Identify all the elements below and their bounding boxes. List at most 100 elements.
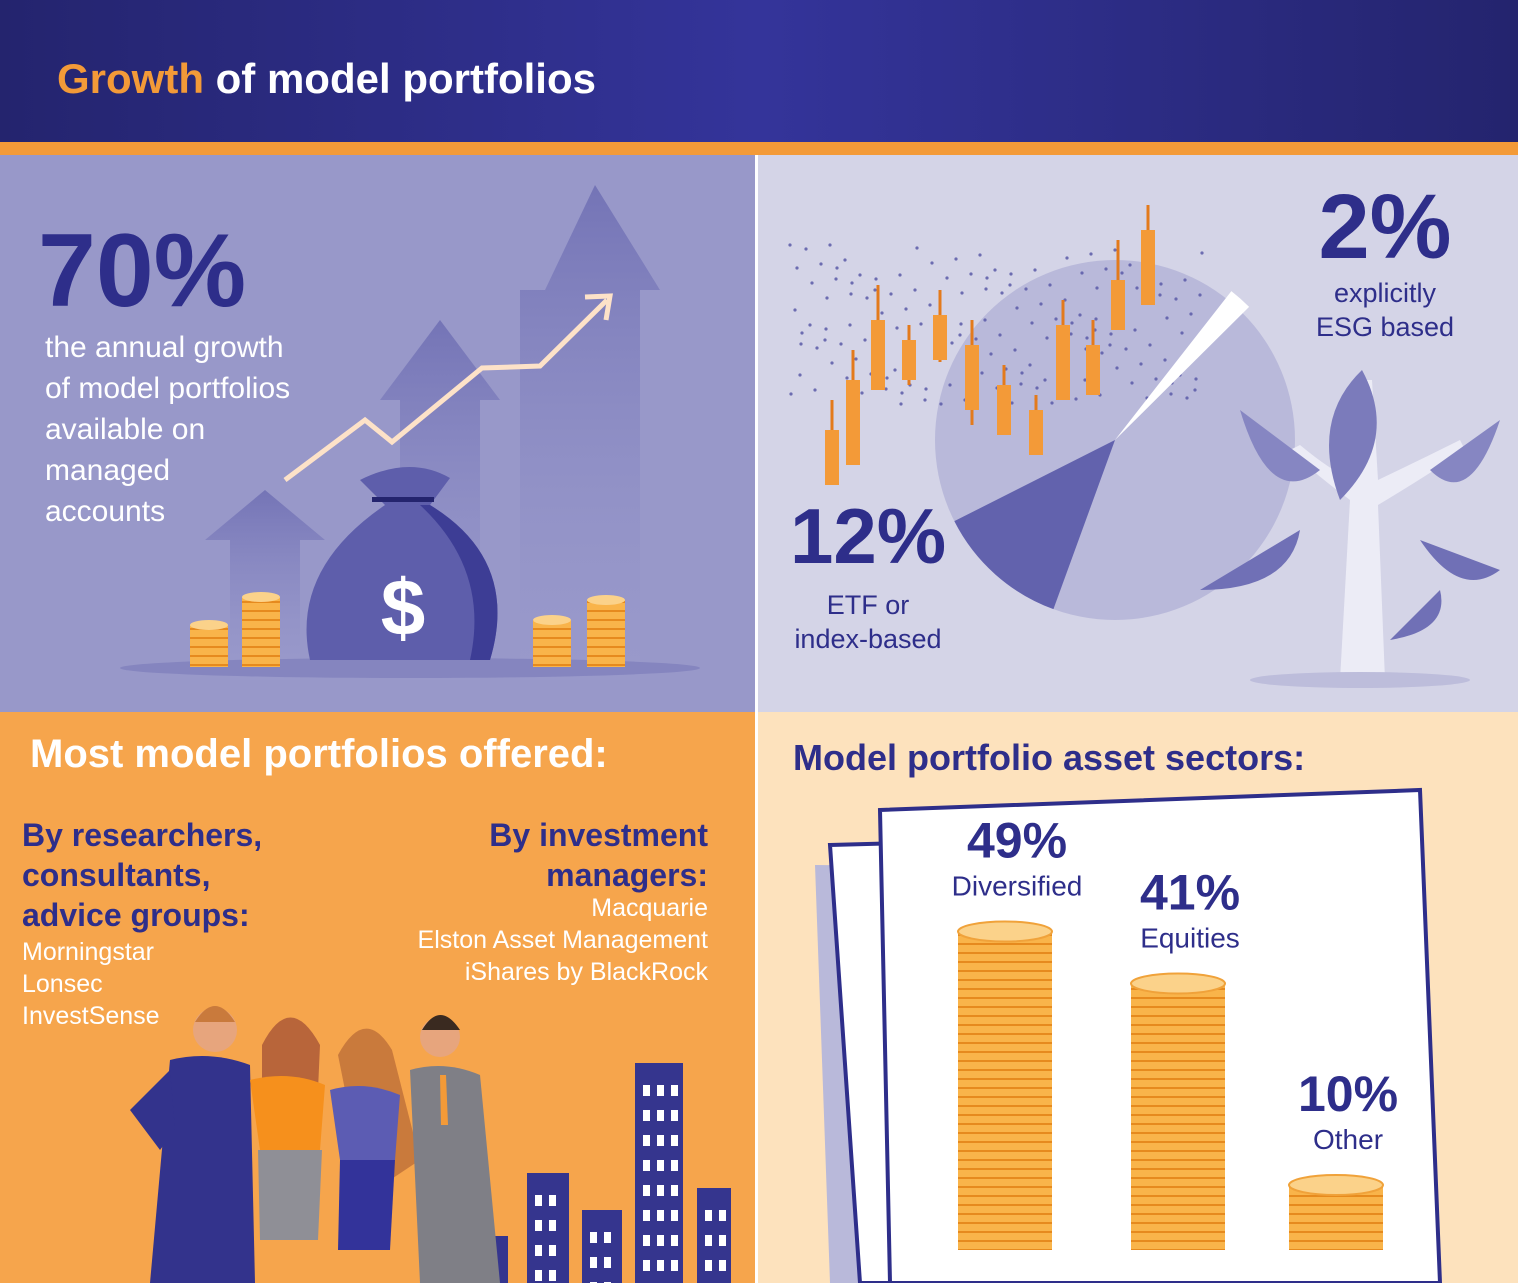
map-dot [1095, 286, 1099, 290]
svg-text:$: $ [381, 563, 426, 652]
window [719, 1210, 726, 1221]
share-description: ESG based [1316, 312, 1454, 342]
map-dot [1043, 378, 1047, 382]
map-dot [824, 327, 828, 331]
map-dot [1080, 271, 1084, 275]
map-dot [839, 342, 843, 346]
map-dot [1180, 331, 1184, 335]
map-dot [1130, 381, 1134, 385]
sector-stacks: 49%Diversified 41%Equities 10%Other [952, 813, 1398, 1250]
map-dot [1193, 388, 1197, 392]
group-item: Morningstar [22, 938, 154, 966]
growth-line: available on [45, 413, 205, 446]
window [705, 1260, 712, 1271]
map-dot [1020, 371, 1024, 375]
offered-groups: By researchers, consultants, advice groups… [22, 817, 708, 1030]
header-band [0, 0, 1518, 142]
map-dot [1008, 283, 1012, 287]
map-dot [1078, 313, 1082, 317]
window [535, 1220, 542, 1231]
title-rest: of model portfolios [216, 55, 596, 102]
window [643, 1185, 650, 1196]
map-dot [913, 288, 917, 292]
map-dot [865, 296, 869, 300]
map-dot [1083, 378, 1087, 382]
map-dot [1128, 263, 1132, 267]
window [705, 1235, 712, 1246]
map-dot [1010, 401, 1014, 405]
share-value: 2% [1319, 176, 1452, 278]
share-value: 12% [790, 492, 946, 580]
shares-text: 2%explicitly ESG based 12% ETF or index-base… [790, 176, 1454, 654]
map-dot [1069, 332, 1073, 336]
window [657, 1110, 664, 1121]
map-dot [1085, 336, 1089, 340]
map-dot [1163, 358, 1167, 362]
map-dot [1185, 396, 1189, 400]
map-dot [983, 318, 987, 322]
window [535, 1270, 542, 1281]
growth-description: the annual growth of model portfolios avai… [45, 331, 290, 528]
coin-top [1130, 972, 1226, 995]
map-dot [854, 357, 858, 361]
map-dot [1169, 392, 1173, 396]
sector-name: Other [1313, 1124, 1383, 1155]
candle-body [1056, 325, 1070, 400]
map-dot [904, 307, 908, 311]
map-dot [1050, 401, 1054, 405]
window [657, 1185, 664, 1196]
candle-body [965, 345, 979, 410]
window [671, 1260, 678, 1271]
sector-value: 49% [967, 813, 1067, 869]
candle-body [1111, 280, 1125, 330]
map-dot [848, 323, 852, 327]
map-dot [843, 258, 847, 262]
map-dot [984, 287, 988, 291]
share-wedge [954, 440, 1115, 610]
map-dot [1070, 321, 1074, 325]
map-dot [1165, 316, 1169, 320]
coin-stack [1131, 983, 1225, 1250]
sector-value: 41% [1140, 865, 1240, 921]
window [705, 1210, 712, 1221]
window [604, 1257, 611, 1268]
map-dot [1048, 283, 1052, 287]
growth-illustration: $ [120, 185, 700, 680]
map-dot [985, 276, 989, 280]
window [671, 1085, 678, 1096]
map-dot [1104, 267, 1108, 271]
map-dot [989, 352, 993, 356]
map-dot [915, 246, 919, 250]
map-dot [1039, 302, 1043, 306]
map-dot [819, 262, 823, 266]
group-heading: advice groups: [22, 897, 250, 933]
candle-body [846, 380, 860, 465]
candle-body [997, 385, 1011, 435]
map-dot [1158, 293, 1162, 297]
group-item: InvestSense [22, 1002, 160, 1030]
map-dot [895, 326, 899, 330]
map-dot [1045, 336, 1049, 340]
map-dot [860, 391, 864, 395]
candle-body [933, 315, 947, 360]
city-people [130, 1006, 731, 1283]
map-dot [969, 272, 973, 276]
window [657, 1235, 664, 1246]
window [719, 1260, 726, 1271]
share-wedges [954, 291, 1250, 610]
share-description: explicitly [1334, 278, 1437, 308]
map-dot [873, 288, 877, 292]
map-dot [930, 261, 934, 265]
window [657, 1135, 664, 1146]
window [671, 1210, 678, 1221]
window [643, 1235, 650, 1246]
map-dot [799, 342, 803, 346]
candle-body [902, 340, 916, 380]
sector-name: Diversified [952, 871, 1083, 902]
window [643, 1135, 650, 1146]
map-dot [849, 292, 853, 296]
map-dot [1024, 287, 1028, 291]
group-item: Macquarie [591, 894, 708, 922]
window [671, 1110, 678, 1121]
map-dot [1094, 317, 1098, 321]
